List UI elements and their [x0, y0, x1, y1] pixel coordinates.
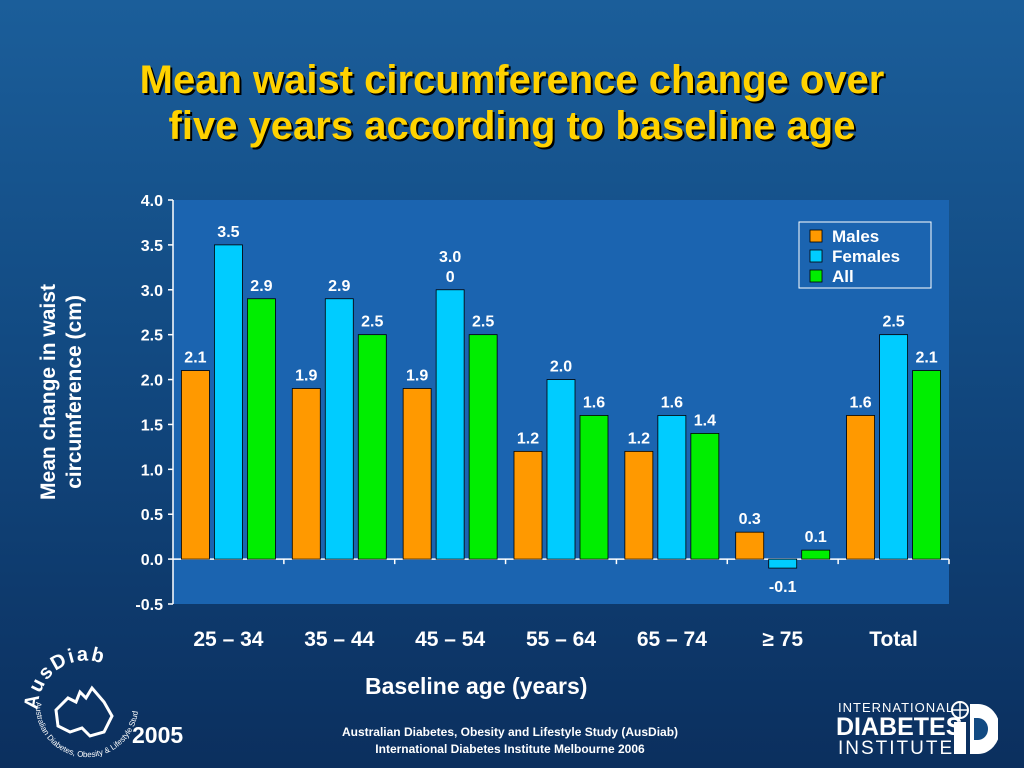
y-tick-label: -0.5: [135, 597, 163, 614]
y-tick-label: 0.5: [141, 507, 163, 524]
data-label: 1.2: [628, 430, 650, 447]
ausdiab-logo: AusDiab Australian Diabetes, Obesity & L…: [18, 633, 150, 765]
bar-all: [690, 433, 720, 560]
bar-females: [324, 298, 354, 560]
data-label: 3.5: [217, 224, 239, 241]
y-tick-label: 2.0: [141, 373, 163, 390]
year-label: 2005: [132, 722, 184, 748]
idi-logo-line2: DIABETES: [836, 713, 963, 741]
data-label: 2.0: [550, 359, 572, 376]
x-tick-label: 55 – 64: [526, 628, 596, 651]
data-label: 0.3: [739, 511, 761, 528]
legend-swatch-all: [809, 269, 823, 283]
legend-label-all: All: [832, 267, 854, 286]
y-tick-label: 3.5: [141, 238, 163, 255]
bar-all: [468, 334, 498, 560]
legend-swatch-females: [809, 249, 823, 263]
y-tick-label: 1.0: [141, 462, 163, 479]
data-label: 1.9: [295, 368, 317, 385]
bar-females: [214, 244, 243, 560]
x-tick-label: 25 – 34: [193, 628, 263, 651]
x-tick-label: Total: [869, 628, 918, 651]
bar-all: [801, 549, 831, 560]
x-axis-label: Baseline age (years): [365, 673, 588, 699]
idi-logo-line3: INSTITUTE: [838, 738, 955, 759]
data-label: 0: [446, 269, 455, 286]
footer-line2: International Diabetes Institute Melbour…: [375, 742, 645, 756]
data-label: 2.1: [915, 350, 937, 367]
y-tick-label: 2.5: [141, 328, 163, 345]
data-label: 2.5: [472, 314, 494, 331]
bar-females: [657, 415, 687, 560]
data-label: 1.6: [849, 394, 871, 411]
data-label: 1.9: [406, 368, 428, 385]
y-tick-label: 4.0: [141, 193, 163, 210]
bar-all: [912, 370, 941, 560]
bar-males: [624, 450, 654, 560]
bar-males: [513, 450, 543, 560]
data-label: 3.0: [439, 249, 461, 266]
data-label: -0.1: [769, 579, 797, 596]
x-tick-label: 45 – 54: [415, 628, 485, 651]
bar-males: [735, 531, 765, 560]
bar-females: [546, 379, 576, 560]
bar-males: [846, 415, 875, 560]
slide-title-line1: Mean waist circumference change over: [139, 58, 885, 102]
idi-emblem-icon: [951, 701, 998, 754]
bar-females: [879, 334, 908, 560]
data-label: 2.1: [184, 350, 206, 367]
footer-line1: Australian Diabetes, Obesity and Lifesty…: [341, 725, 679, 739]
data-label: 1.4: [694, 412, 716, 429]
australia-map-icon: [54, 685, 114, 738]
bar-males: [291, 388, 321, 560]
x-tick-label: 35 – 44: [304, 628, 374, 651]
data-label: 2.5: [361, 314, 383, 331]
y-tick-label: 3.0: [141, 283, 163, 300]
x-tick-label: ≥ 75: [762, 628, 803, 651]
legend-label-females: Females: [832, 247, 900, 266]
bar-all: [357, 334, 387, 560]
legend-label-males: Males: [832, 227, 879, 246]
data-label: 2.5: [882, 314, 904, 331]
bar-males: [402, 388, 432, 560]
bar-females: [768, 558, 798, 569]
bar-all: [247, 298, 276, 560]
x-tick-label: 65 – 74: [637, 628, 707, 651]
bar-all: [579, 415, 609, 560]
bar-females: [435, 289, 465, 560]
data-label: 1.6: [661, 394, 683, 411]
bar-males: [181, 370, 210, 560]
slide-title-line2: five years according to baseline age: [168, 104, 856, 148]
data-label: 0.1: [805, 529, 827, 546]
data-label: 1.6: [583, 394, 605, 411]
data-label: 2.9: [328, 278, 350, 295]
data-label: 1.2: [517, 430, 539, 447]
idi-logo-line1: INTERNATIONAL: [838, 700, 955, 715]
idi-logo: INTERNATIONAL DIABETES INSTITUTE: [836, 696, 1006, 759]
footer: Australian Diabetes, Obesity and Lifesty…: [300, 724, 720, 758]
data-label: 2.9: [250, 278, 272, 295]
legend-swatch-males: [809, 229, 823, 243]
y-tick-label: 0.0: [141, 552, 163, 569]
bar-chart: 4.0 3.5 3.0 2.5 2.0 1.5 1.0 0.5 0.0 -0.5 2.1 3.5 2.9…: [135, 193, 949, 651]
y-tick-label: 1.5: [141, 417, 163, 434]
